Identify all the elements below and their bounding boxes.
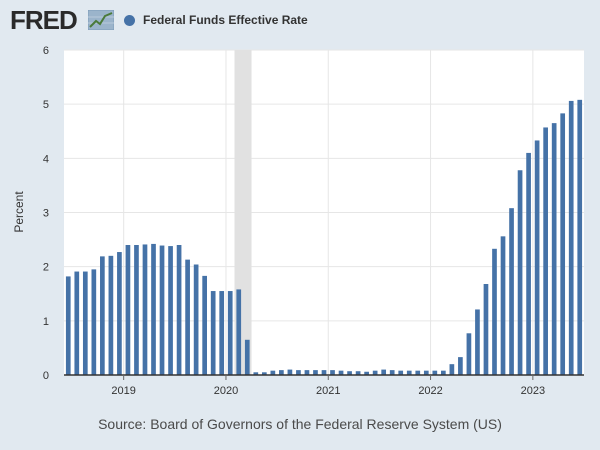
- bar[interactable]: [279, 370, 284, 375]
- bar[interactable]: [475, 309, 480, 375]
- bar[interactable]: [398, 370, 404, 375]
- bar[interactable]: [270, 370, 276, 375]
- y-axis-label: Percent: [12, 191, 26, 233]
- x-tick-label: 2021: [316, 385, 340, 397]
- x-tick-label: 2022: [418, 385, 442, 397]
- bar[interactable]: [134, 245, 139, 375]
- bar[interactable]: [185, 259, 190, 375]
- bar[interactable]: [517, 170, 523, 375]
- bar[interactable]: [441, 370, 446, 375]
- bars: [65, 99, 583, 376]
- bar[interactable]: [534, 140, 540, 375]
- bar[interactable]: [492, 248, 497, 375]
- y-axis: 0 1 2 3 4 5 6: [43, 45, 49, 382]
- bar[interactable]: [338, 370, 344, 375]
- bar[interactable]: [210, 291, 216, 375]
- bar[interactable]: [142, 244, 148, 375]
- fred-logo[interactable]: FRED: [10, 5, 78, 35]
- y-tick-label: 6: [43, 45, 49, 57]
- bar[interactable]: [526, 152, 531, 375]
- legend-marker: [124, 14, 135, 26]
- bar[interactable]: [355, 371, 361, 375]
- bar[interactable]: [381, 369, 387, 375]
- bar[interactable]: [432, 370, 438, 375]
- bar[interactable]: [551, 123, 557, 375]
- bar[interactable]: [100, 256, 105, 375]
- bar[interactable]: [236, 289, 242, 375]
- bar[interactable]: [389, 370, 395, 375]
- bar[interactable]: [466, 333, 472, 375]
- bar[interactable]: [449, 364, 455, 375]
- grid: [64, 49, 584, 375]
- bar[interactable]: [74, 271, 80, 375]
- bar[interactable]: [227, 291, 233, 375]
- bar[interactable]: [151, 243, 156, 375]
- bar[interactable]: [313, 370, 318, 375]
- bar[interactable]: [500, 236, 506, 375]
- bar[interactable]: [108, 255, 114, 375]
- bar[interactable]: [543, 127, 548, 375]
- bar[interactable]: [287, 369, 293, 375]
- bar[interactable]: [159, 245, 165, 375]
- source-note: Source: Board of Governors of the Federa…: [98, 416, 502, 432]
- bar[interactable]: [568, 100, 574, 375]
- y-tick-label: 5: [43, 99, 49, 111]
- bar[interactable]: [423, 370, 429, 375]
- bar[interactable]: [347, 371, 352, 375]
- bar[interactable]: [176, 245, 182, 375]
- bar-chart: 0 1 2 3 4 5 6 2019 2020 2021 2022 2023 Percent: [12, 45, 584, 397]
- bar[interactable]: [91, 269, 97, 375]
- bar[interactable]: [458, 357, 463, 375]
- x-tick-label: 2020: [214, 385, 238, 397]
- bar[interactable]: [219, 291, 225, 375]
- trend-line-icon: [88, 10, 114, 30]
- bar[interactable]: [125, 245, 131, 375]
- bar[interactable]: [321, 370, 327, 375]
- bar[interactable]: [253, 372, 259, 375]
- bar[interactable]: [168, 246, 173, 375]
- bar[interactable]: [330, 370, 335, 375]
- bar[interactable]: [202, 275, 207, 375]
- x-tick-label: 2019: [111, 385, 135, 397]
- bar[interactable]: [372, 370, 378, 375]
- bar[interactable]: [415, 370, 421, 375]
- bar[interactable]: [82, 271, 88, 375]
- legend-label: Federal Funds Effective Rate: [143, 13, 308, 27]
- bar[interactable]: [117, 252, 122, 375]
- y-tick-label: 4: [43, 153, 49, 165]
- bar[interactable]: [304, 370, 310, 375]
- bar[interactable]: [483, 284, 489, 375]
- legend[interactable]: Federal Funds Effective Rate: [124, 11, 308, 29]
- x-tick-label: 2023: [521, 385, 545, 397]
- bar[interactable]: [577, 99, 583, 376]
- bar[interactable]: [244, 339, 250, 375]
- y-tick-label: 0: [43, 370, 49, 382]
- bar[interactable]: [406, 370, 412, 375]
- bar[interactable]: [560, 113, 566, 375]
- bar[interactable]: [296, 370, 301, 375]
- y-tick-label: 1: [43, 316, 49, 328]
- y-tick-label: 3: [43, 208, 49, 220]
- x-axis: 2019 2020 2021 2022 2023: [64, 374, 584, 397]
- bar[interactable]: [65, 276, 71, 375]
- bar[interactable]: [364, 371, 369, 375]
- bar[interactable]: [261, 372, 267, 375]
- bar[interactable]: [509, 208, 514, 375]
- y-tick-label: 2: [43, 262, 49, 274]
- chart-header: FRED Federal Funds Effective Rate: [0, 0, 600, 40]
- bar[interactable]: [193, 264, 199, 376]
